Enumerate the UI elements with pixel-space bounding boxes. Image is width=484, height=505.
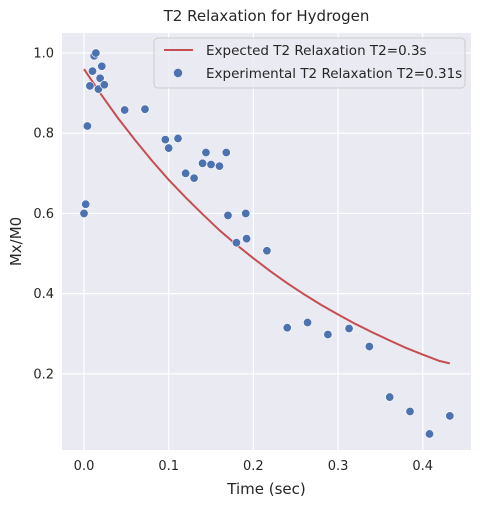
experimental-data-point	[201, 147, 211, 157]
x-axis-label: Time (sec)	[226, 480, 305, 498]
experimental-data-point	[91, 48, 101, 58]
legend: Expected T2 Relaxation T2=0.3s Experimen…	[153, 37, 466, 89]
experimental-data-point	[282, 323, 292, 333]
y-tick-label: 0.8	[33, 127, 54, 142]
experimental-data-point	[405, 407, 415, 417]
legend-label-experimental: Experimental T2 Relaxation T2=0.31s	[206, 66, 462, 82]
y-tick-label: 0.2	[33, 367, 54, 382]
legend-box	[153, 37, 466, 89]
expected-t2-curve	[83, 68, 451, 365]
experimental-data-point	[164, 143, 174, 153]
experimental-data-point	[262, 246, 272, 256]
experimental-data-point	[97, 61, 107, 71]
x-tick-label: 0.3	[328, 459, 349, 474]
y-axis-label: Mx/M0	[7, 217, 25, 266]
experimental-data-point	[120, 105, 130, 115]
experimental-data-point	[344, 324, 354, 334]
legend-point-swatch	[173, 68, 183, 78]
experimental-data-point	[189, 173, 199, 183]
y-tick-label: 1.0	[33, 47, 54, 62]
experimental-data-point	[445, 411, 455, 421]
x-tick-label: 0.1	[158, 459, 179, 474]
experimental-data-point	[95, 73, 105, 83]
experimental-data-point	[221, 147, 231, 157]
experimental-data-point	[303, 317, 313, 327]
experimental-data-point	[198, 158, 208, 168]
y-tick-label: 0.6	[33, 207, 54, 222]
plot-background	[62, 33, 471, 450]
x-tick-label: 0.2	[243, 459, 264, 474]
experimental-data-point	[81, 199, 91, 209]
experimental-data-point	[99, 80, 109, 90]
legend-label-expected: Expected T2 Relaxation T2=0.3s	[206, 43, 427, 59]
experimental-data-point	[85, 81, 95, 91]
x-tick-label: 0.4	[412, 459, 433, 474]
experimental-data-point	[181, 168, 191, 178]
y-tick-label: 0.4	[33, 287, 54, 302]
chart-title: T2 Relaxation for Hydrogen	[163, 7, 370, 25]
experimental-data-point	[87, 66, 97, 76]
experimental-data-point	[231, 238, 241, 248]
experimental-data-point	[242, 234, 252, 244]
experimental-data-point	[82, 121, 92, 131]
x-tick-label: 0.0	[74, 459, 95, 474]
experimental-data-point	[385, 392, 395, 402]
experimental-data-point	[223, 210, 233, 220]
tick-labels: 0.0 0.1 0.2 0.3 0.4 0.2 0.4 0.6 0.8 1.0	[33, 47, 433, 474]
data-marks	[79, 48, 455, 439]
experimental-data-point	[364, 342, 374, 352]
experimental-data-point	[140, 104, 150, 114]
experimental-data-point	[79, 208, 89, 218]
experimental-data-point	[215, 161, 225, 171]
experimental-data-point	[241, 208, 251, 218]
experimental-data-point	[160, 135, 170, 145]
experimental-data-point	[206, 160, 216, 170]
experimental-data-point	[173, 133, 183, 143]
experimental-data-point	[425, 429, 435, 439]
experimental-data-point	[323, 330, 333, 340]
